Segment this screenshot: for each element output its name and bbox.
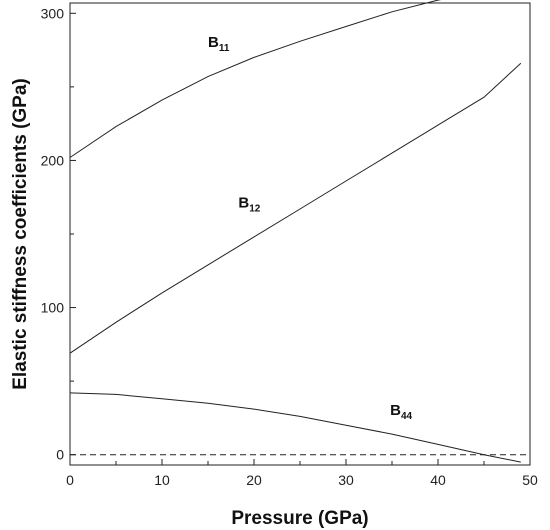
x-axis-ticks: 0 10 20 30 40 50 bbox=[66, 459, 538, 488]
y-tick-label: 100 bbox=[41, 300, 65, 316]
y-axis-title: Elastic stiffness coefficients (GPa) bbox=[10, 78, 31, 390]
series-label-b44-main: B bbox=[390, 402, 401, 419]
y-tick-label: 0 bbox=[56, 447, 64, 463]
series-label-b44: B44 bbox=[390, 402, 412, 422]
plot-frame bbox=[69, 2, 531, 466]
series-line-b11 bbox=[69, 0, 442, 158]
series-label-b11-sub: 11 bbox=[219, 43, 230, 54]
series-label-b12-sub: 12 bbox=[249, 204, 261, 215]
x-tick-label: 30 bbox=[338, 472, 354, 488]
x-tick-label: 40 bbox=[430, 472, 446, 488]
x-tick-label: 50 bbox=[522, 472, 538, 488]
series-label-b12-main: B bbox=[238, 195, 249, 212]
series-line-b12 bbox=[69, 62, 522, 354]
y-tick-label: 200 bbox=[41, 152, 65, 168]
x-axis-title: Pressure (GPa) bbox=[231, 508, 368, 529]
x-tick-label: 20 bbox=[246, 472, 262, 488]
series-label-b11: B11 bbox=[208, 34, 230, 54]
series-label-b12: B12 bbox=[238, 195, 260, 215]
y-tick-label: 300 bbox=[41, 5, 65, 21]
series-group bbox=[69, 0, 522, 463]
series-label-b11-main: B bbox=[208, 34, 219, 51]
series-labels: B11 B12 B44 bbox=[208, 34, 413, 422]
x-tick-label: 10 bbox=[154, 472, 170, 488]
plot-area-border bbox=[69, 2, 531, 466]
y-axis-ticks: 0 100 200 300 bbox=[41, 5, 76, 463]
x-tick-label: 0 bbox=[66, 472, 74, 488]
series-line-b44 bbox=[69, 392, 521, 463]
series-label-b44-sub: 44 bbox=[401, 411, 413, 422]
